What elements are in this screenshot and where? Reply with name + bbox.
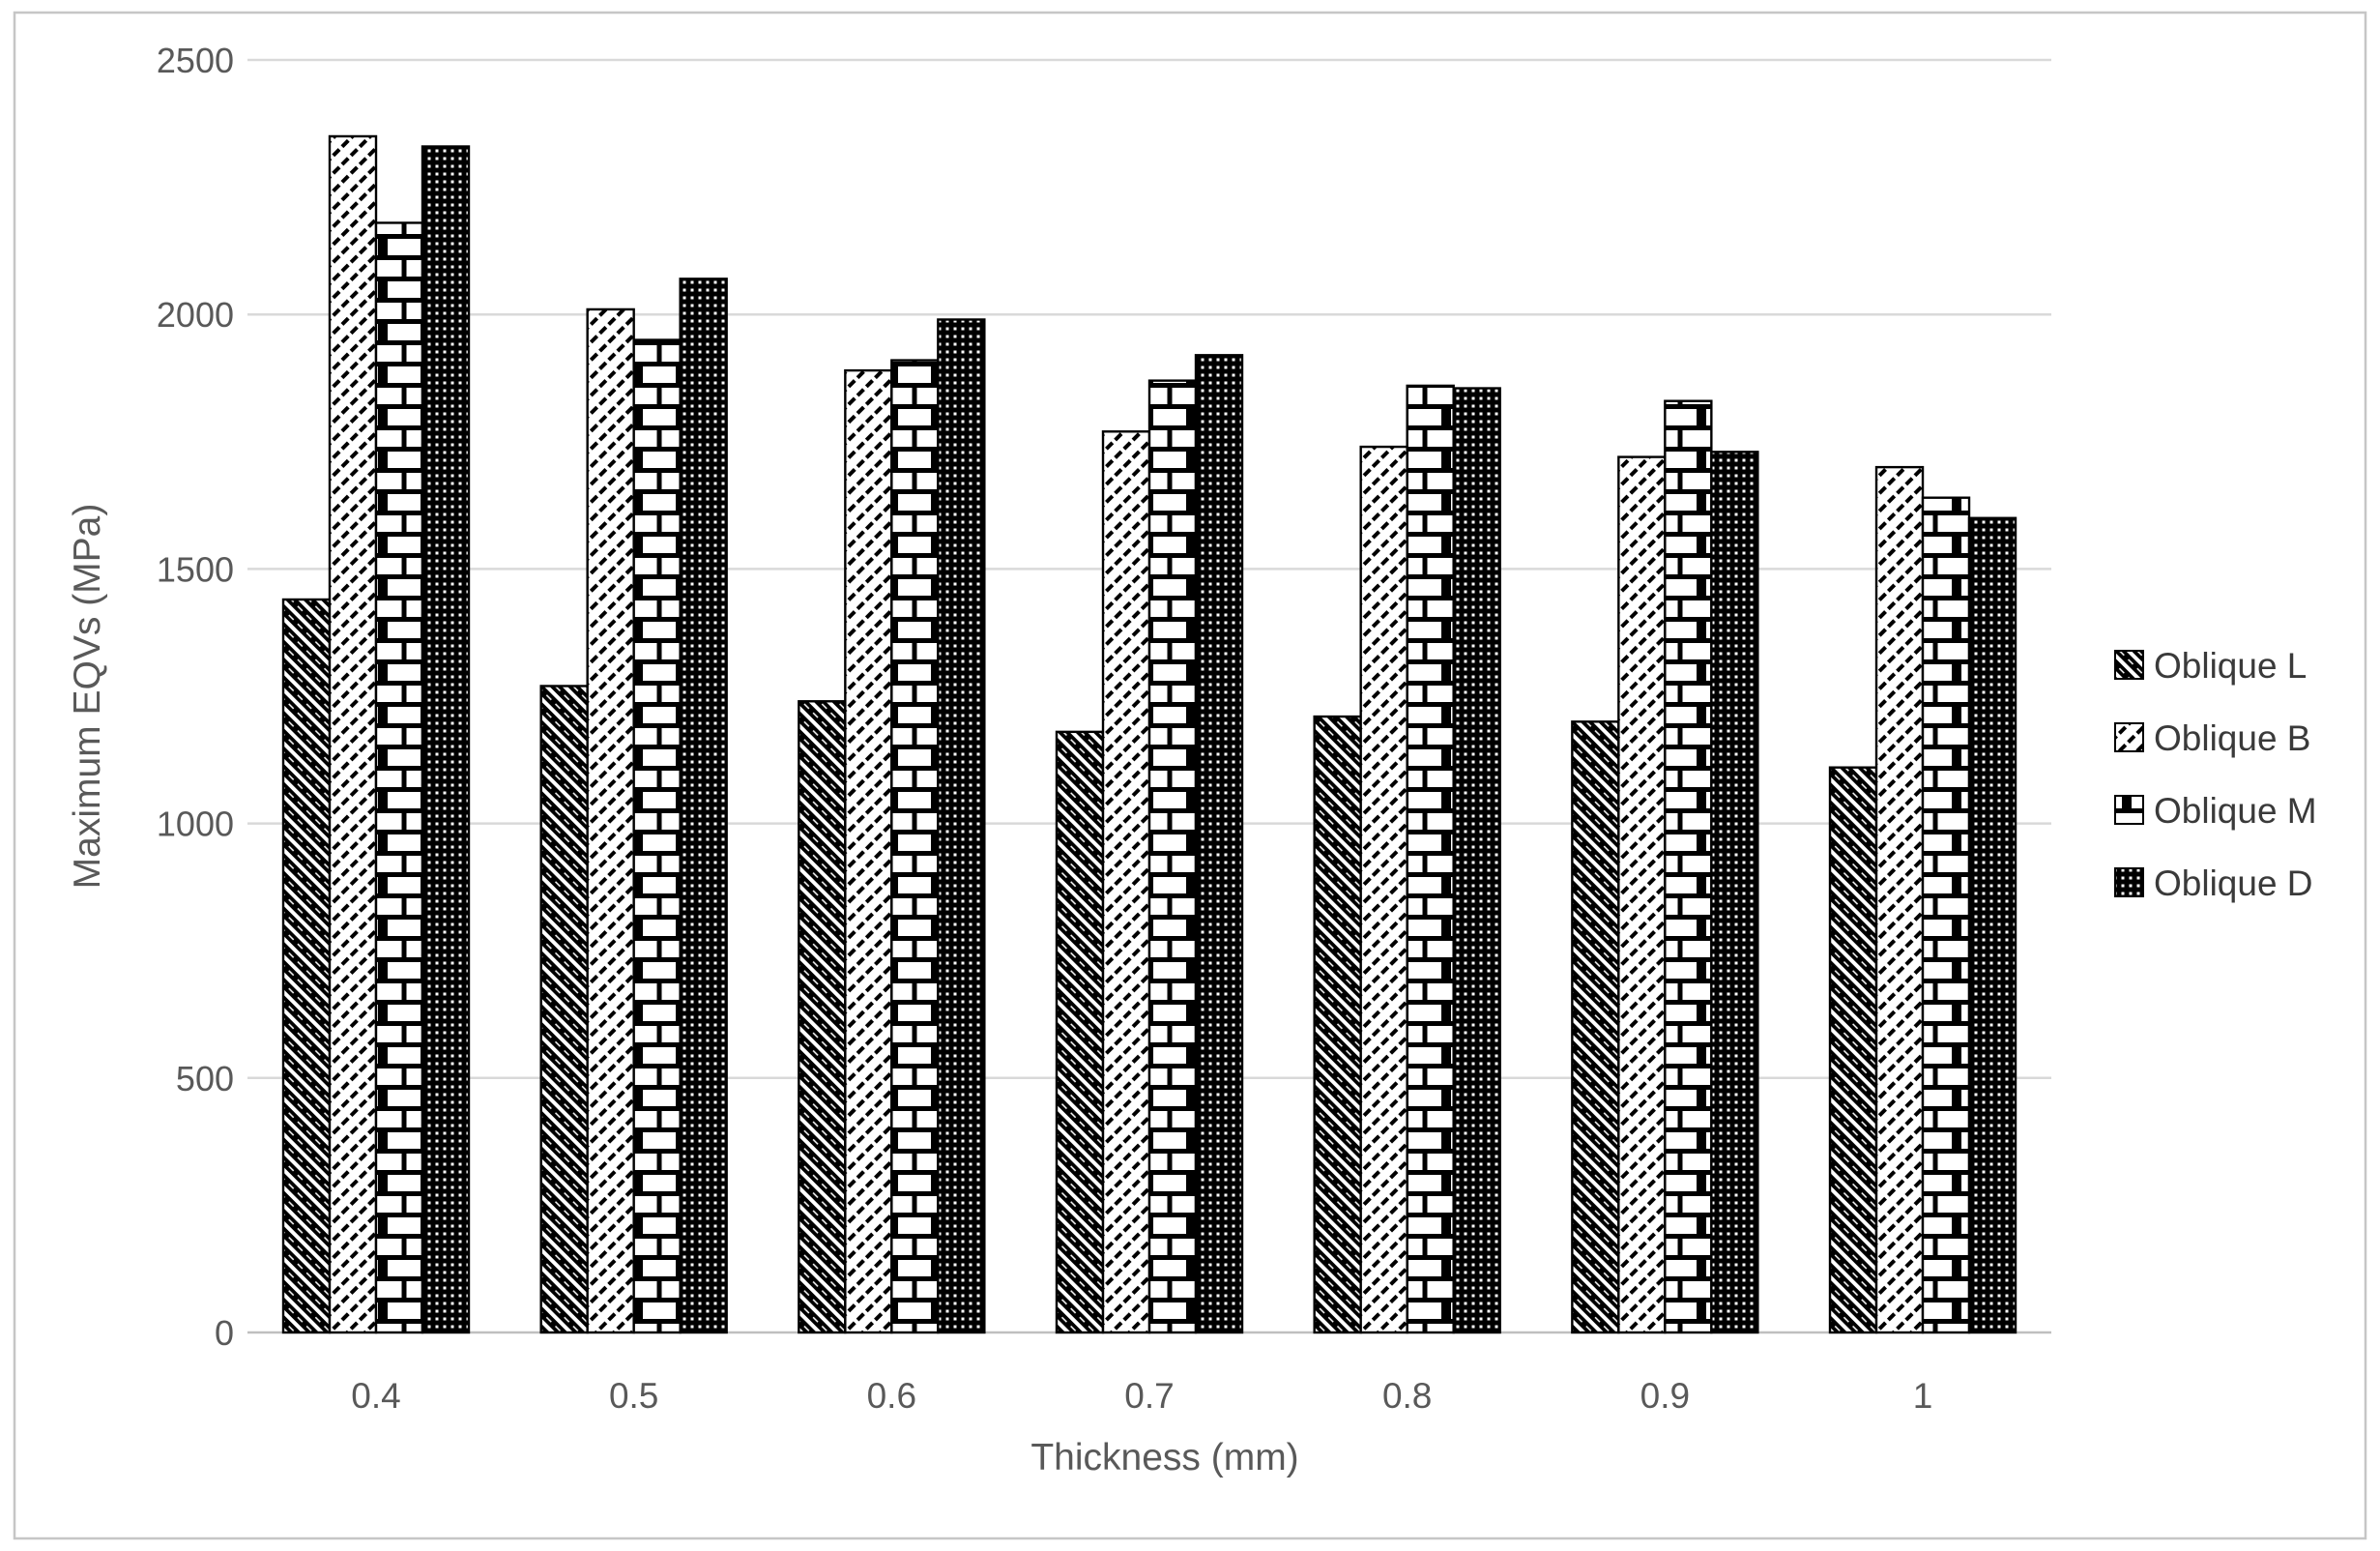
bar-oblique-l-0.9 [1571,720,1620,1334]
legend-label: Oblique D [2154,863,2313,903]
legend-label: Oblique L [2154,646,2307,686]
bar-oblique-b-0.4 [328,134,378,1334]
legend-label: Oblique M [2154,791,2317,831]
bar-oblique-d-0.8 [1452,387,1501,1334]
y-tick-label: 500 [176,1059,234,1098]
bar-oblique-b-0.5 [586,307,635,1334]
x-tick-label: 0.5 [609,1376,658,1416]
bar-oblique-b-0.9 [1617,455,1667,1334]
y-tick-label: 1000 [157,805,234,844]
bar-oblique-l-0.6 [798,700,847,1334]
legend-group: Oblique L Oblique B Oblique M Oblique D [2114,646,2317,903]
legend-item-oblique-m: Oblique M [2114,791,2317,831]
bar-oblique-d-1 [1967,516,2017,1334]
bars-group [281,134,2017,1334]
bar-oblique-b-1 [1874,465,1925,1334]
bar-oblique-m-0.5 [632,338,682,1334]
x-tick-label: 0.6 [867,1376,916,1416]
x-axis-tick-labels: 0.4 0.5 0.6 0.7 0.8 0.9 1 [351,1376,1932,1416]
bar-oblique-l-0.7 [1055,730,1105,1334]
horizontal-brick-legend-swatch-icon [2114,795,2144,825]
x-tick-label: 1 [1913,1376,1933,1416]
x-tick-label: 0.4 [351,1376,400,1416]
bar-oblique-l-0.5 [539,685,589,1334]
y-axis-tick-labels: 0 500 1000 1500 2000 2500 [157,41,234,1353]
bar-oblique-l-0.4 [281,598,332,1334]
dashed-upward-diagonal-legend-swatch-icon [2114,722,2144,752]
bar-oblique-m-0.7 [1147,379,1198,1334]
legend-item-oblique-l: Oblique L [2114,646,2307,686]
bar-oblique-m-1 [1921,496,1971,1334]
bar-oblique-d-0.7 [1194,354,1244,1334]
legend-item-oblique-b: Oblique B [2114,718,2311,758]
bar-oblique-d-0.6 [937,318,986,1334]
x-axis-title: Thickness (mm) [1030,1437,1298,1478]
legend-item-oblique-d: Oblique D [2114,863,2313,903]
chart-frame-border [13,11,2367,1540]
x-tick-label: 0.9 [1640,1376,1690,1416]
y-axis-title: Maximum EQVs (MPa) [67,504,108,890]
bar-oblique-b-0.6 [844,368,893,1334]
wide-downward-diagonal-legend-swatch-icon [2114,650,2144,680]
bar-oblique-b-0.8 [1359,445,1408,1334]
y-tick-label: 1500 [157,549,234,589]
bar-oblique-m-0.9 [1664,399,1713,1334]
dotted-grid-legend-swatch-icon [2114,867,2144,897]
bar-oblique-m-0.6 [890,359,940,1334]
bar-oblique-m-0.8 [1406,384,1455,1334]
y-tick-label: 2000 [157,295,234,335]
bar-oblique-m-0.4 [374,221,424,1334]
bar-oblique-b-0.7 [1101,430,1151,1334]
y-tick-label: 2500 [157,41,234,80]
bar-oblique-l-0.8 [1313,715,1362,1334]
y-tick-label: 0 [215,1313,234,1353]
bar-oblique-d-0.9 [1710,451,1759,1334]
bar-oblique-l-1 [1828,766,1878,1334]
x-tick-label: 0.7 [1124,1376,1174,1416]
legend-label: Oblique B [2154,718,2311,758]
bar-oblique-d-0.4 [421,145,471,1334]
bar-oblique-d-0.5 [679,278,728,1334]
x-tick-label: 0.8 [1382,1376,1432,1416]
